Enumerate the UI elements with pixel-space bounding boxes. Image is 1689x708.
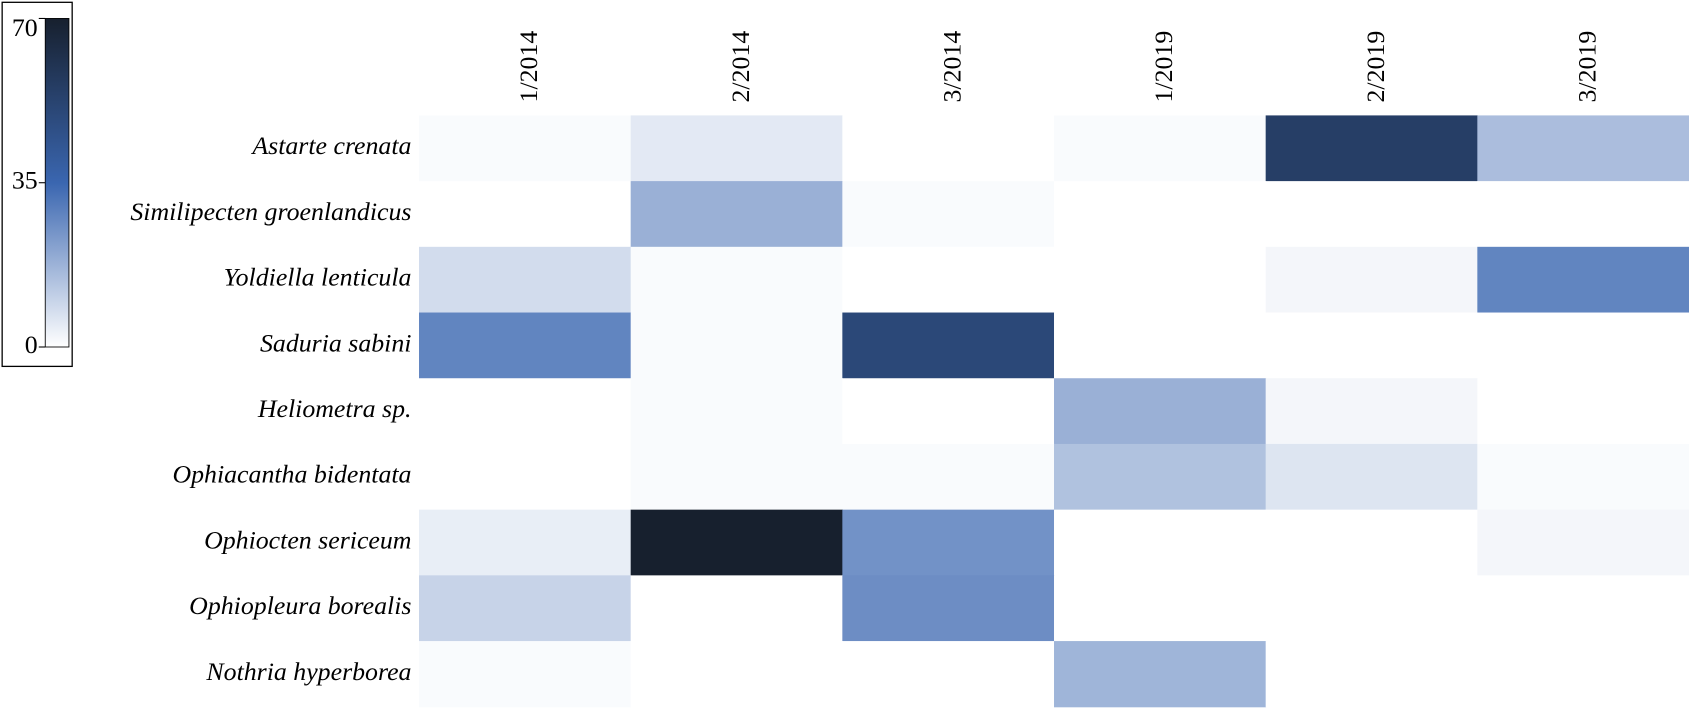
row-label: Yoldiella lenticula (224, 263, 412, 292)
column-label: 1/2019 (1149, 31, 1178, 103)
heatmap-cell (1054, 443, 1267, 511)
heatmap-cell (1477, 246, 1689, 314)
heatmap-cell (630, 641, 843, 708)
heatmap-cell (630, 115, 843, 182)
heatmap-cell (630, 246, 843, 314)
heatmap-cell (1477, 509, 1689, 576)
heatmap-cell (419, 312, 632, 379)
heatmap-cell (1477, 443, 1689, 511)
row-label: Ophiacantha bidentata (172, 460, 411, 489)
column-label: 3/2019 (1573, 31, 1602, 103)
row-label: Ophiopleura borealis (189, 591, 411, 620)
heatmap-cell (419, 115, 632, 182)
heatmap-cell (842, 575, 1055, 642)
colorbar (44, 18, 70, 348)
heatmap-cell (1265, 575, 1478, 642)
heatmap-cell (1054, 115, 1267, 182)
heatmap-cell (1477, 575, 1689, 642)
heatmap-cell (1265, 312, 1478, 379)
heatmap-cell (1265, 181, 1478, 248)
heatmap-cell (842, 246, 1055, 314)
row-label: Ophiocten sericeum (204, 525, 411, 554)
heatmap-cell (419, 246, 632, 314)
heatmap-cell (842, 312, 1055, 379)
heatmap-cell (630, 509, 843, 576)
heatmap-cell (419, 181, 632, 248)
heatmap-cell (1265, 641, 1478, 708)
heatmap-cell (630, 575, 843, 642)
heatmap-cell (630, 443, 843, 511)
column-label: 1/2014 (514, 31, 543, 103)
heatmap-cell (1265, 115, 1478, 182)
heatmap-cell (630, 378, 843, 445)
row-label: Heliometra sp. (257, 394, 412, 423)
row-label: Nothria hyperborea (205, 657, 411, 686)
heatmap-cell (419, 378, 632, 445)
heatmap-cell (1477, 312, 1689, 379)
heatmap-cell (842, 115, 1055, 182)
heatmap-cell (419, 641, 632, 708)
heatmap-cell (1054, 246, 1267, 314)
heatmap-cell (419, 575, 632, 642)
heatmap-cell (630, 312, 843, 379)
heatmap-cell (1265, 509, 1478, 576)
heatmap-cell (842, 181, 1055, 248)
heatmap-cell (1477, 181, 1689, 248)
colorbar-tick-label: 0 (25, 330, 38, 359)
heatmap-cell (842, 509, 1055, 576)
heatmap-cell (1054, 181, 1267, 248)
heatmap-cell (1477, 115, 1689, 182)
heatmap-cell (842, 378, 1055, 445)
heatmap-cell (419, 509, 632, 576)
heatmap-cell (1265, 246, 1478, 314)
colorbar-tick-label: 70 (12, 13, 38, 42)
row-label: Saduria sabini (260, 328, 412, 357)
row-label: Similipecten groenlandicus (130, 197, 411, 226)
heatmap-cell (1054, 378, 1267, 445)
column-label: 3/2014 (938, 31, 967, 103)
heatmap-cell (1054, 575, 1267, 642)
colorbar-tick-label: 35 (12, 166, 38, 195)
heatmap-cell (1054, 312, 1267, 379)
column-label: 2/2019 (1361, 31, 1390, 103)
colorbar-frame (1, 1, 73, 368)
heatmap-cell (630, 181, 843, 248)
row-label: Astarte crenata (250, 131, 411, 160)
heatmap-cell (1477, 641, 1689, 708)
heatmap-cell (1054, 509, 1267, 576)
heatmap-cell (842, 443, 1055, 511)
heatmap-cell (1265, 443, 1478, 511)
heatmap-cell (1054, 641, 1267, 708)
heatmap-cell (419, 443, 632, 511)
heatmap-cell (1265, 378, 1478, 445)
heatmap-cell (842, 641, 1055, 708)
column-label: 2/2014 (726, 31, 755, 103)
heatmap-cell (1477, 378, 1689, 445)
